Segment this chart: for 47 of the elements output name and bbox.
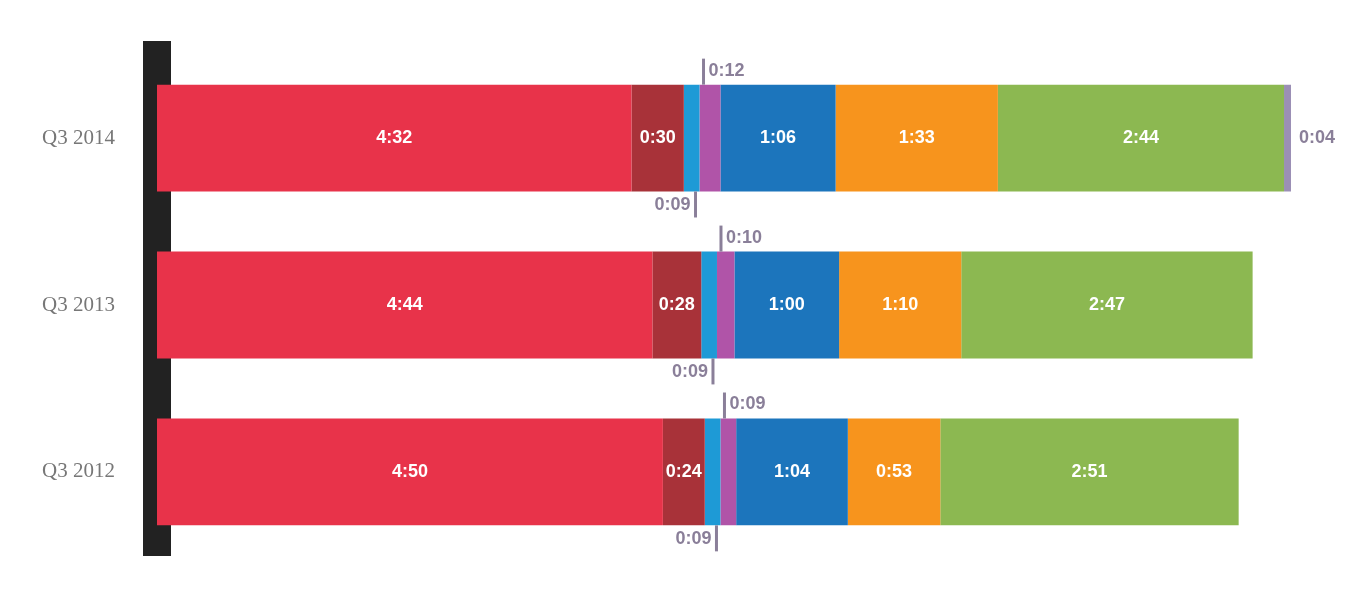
bar [720, 418, 737, 526]
data-label: 0:30 [639, 127, 676, 148]
data-label: 0:09 [675, 528, 712, 549]
bar [701, 251, 717, 359]
bar [736, 418, 848, 526]
data-label: 2:47 [1088, 293, 1125, 314]
data-label: 0:12 [708, 59, 745, 80]
bar [997, 84, 1285, 192]
data-label: 1:04 [773, 460, 811, 481]
bar [704, 418, 721, 526]
y-tick-label: Q3 2012 [41, 458, 115, 483]
bar [940, 418, 1239, 526]
data-label: 0:09 [654, 194, 691, 215]
bar [699, 84, 721, 192]
data-label: 4:50 [391, 460, 428, 481]
data-label: 1:10 [882, 293, 919, 314]
data-label: 2:51 [1071, 460, 1108, 481]
data-label: 2:44 [1122, 127, 1159, 148]
data-label: 4:32 [376, 127, 413, 148]
data-label: 1:00 [768, 293, 805, 314]
y-tick-label: Q3 2014 [41, 124, 116, 149]
data-label: 0:10 [725, 226, 763, 247]
data-label: 1:06 [760, 127, 797, 148]
data-label: 0:09 [671, 361, 708, 382]
bar [156, 251, 653, 359]
data-label: 0:28 [658, 293, 695, 314]
bar [683, 84, 700, 192]
bar [662, 418, 705, 526]
bar [961, 251, 1253, 359]
data-label: 4:44 [386, 293, 423, 314]
data-label: 0:53 [876, 460, 913, 481]
y-tick-label: Q3 2013 [41, 291, 115, 316]
bar [652, 251, 702, 359]
bar [156, 84, 632, 192]
bar [156, 418, 663, 526]
bar [720, 84, 836, 192]
data-label: 0:04 [1299, 127, 1336, 148]
bar [835, 84, 998, 192]
bar [734, 251, 840, 359]
bar [847, 418, 941, 526]
data-label: 1:33 [898, 127, 935, 148]
data-label: 0:09 [729, 393, 766, 414]
bar [839, 251, 962, 359]
data-label: 0:24 [665, 460, 702, 481]
bar [631, 84, 684, 192]
bar [716, 251, 735, 359]
bar [1284, 84, 1291, 192]
